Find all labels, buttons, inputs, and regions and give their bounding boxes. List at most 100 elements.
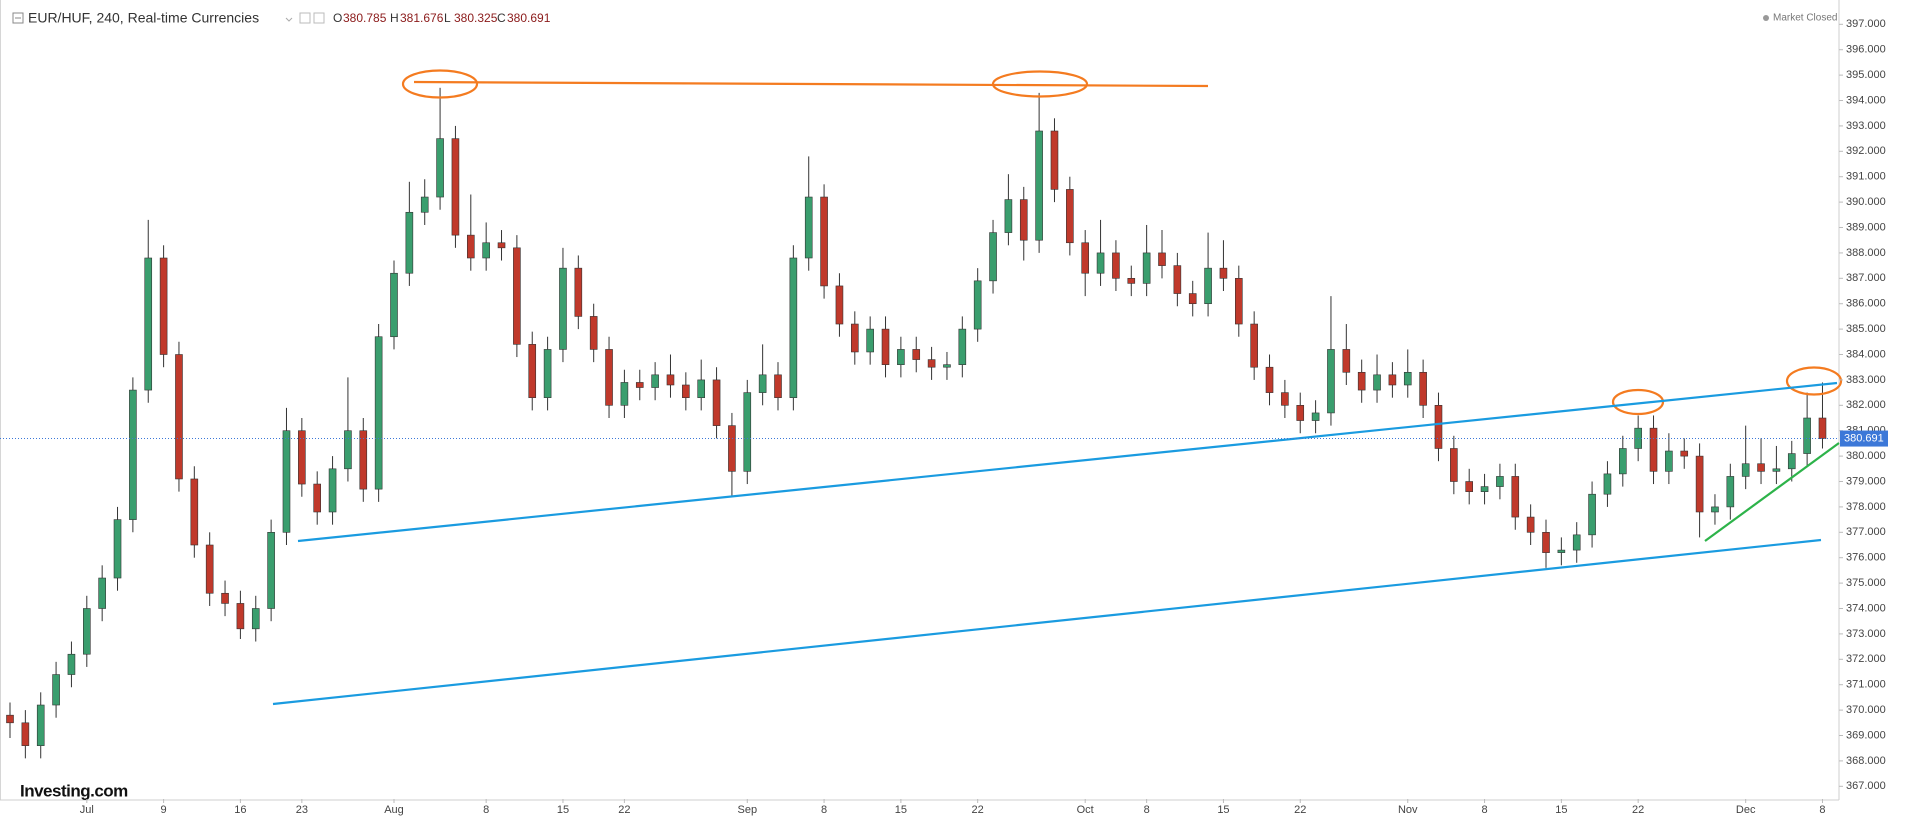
y-tick-label: 392.000: [1846, 145, 1886, 157]
y-tick-label: 395.000: [1846, 69, 1886, 81]
candle-body: [574, 267, 583, 317]
candle-body: [589, 316, 598, 350]
candle-body: [1434, 405, 1443, 449]
x-tick-label: 8: [1144, 804, 1150, 816]
candle-body: [52, 674, 60, 706]
market-status: Market Closed: [1773, 13, 1837, 24]
candle-body: [866, 328, 874, 353]
toolbar-icon[interactable]: [313, 12, 325, 24]
candle-body: [528, 344, 537, 398]
candle-body: [1465, 481, 1473, 492]
candle-body: [1572, 534, 1581, 551]
candle-body: [513, 247, 521, 345]
candle-body: [1127, 278, 1136, 284]
price-label-box: [1840, 430, 1888, 447]
x-tick-label: Aug: [384, 804, 404, 816]
candle-body: [1588, 493, 1596, 536]
candle-body: [1803, 417, 1811, 454]
candle-body: [1096, 252, 1105, 274]
candle-body: [1142, 252, 1151, 284]
candle-body: [420, 196, 429, 213]
x-tick-label: Jul: [80, 804, 94, 816]
y-tick-label: 378.000: [1846, 501, 1886, 513]
candle-body: [758, 374, 767, 393]
highlight-ellipse: [401, 69, 479, 99]
candle-body: [682, 384, 690, 398]
candle-body: [835, 285, 844, 325]
price-label: 380.691: [1844, 432, 1884, 444]
y-tick-label: 391.000: [1846, 171, 1886, 183]
y-tick-label: 387.000: [1846, 272, 1886, 284]
highlight-ellipse: [1785, 366, 1843, 396]
ohlc-value: 380.325: [454, 11, 498, 25]
candle-body: [1665, 450, 1673, 472]
candle-body: [221, 592, 229, 604]
candle-body: [236, 603, 245, 630]
candle-body: [328, 468, 337, 513]
x-tick-label: Oct: [1077, 804, 1094, 816]
candle-body: [1450, 448, 1458, 482]
collapse-icon[interactable]: [12, 12, 24, 24]
candle-body: [267, 532, 275, 609]
x-tick-label: Sep: [737, 804, 757, 816]
y-tick-label: 388.000: [1846, 247, 1886, 259]
candle-body: [359, 430, 368, 490]
candle-body: [1235, 278, 1243, 325]
candle-body: [482, 242, 490, 259]
x-tick-label: 22: [618, 804, 630, 816]
candle-body: [129, 389, 137, 520]
x-tick-label: 22: [972, 804, 984, 816]
ohlc-value: 381.676: [400, 11, 444, 25]
candle-body: [251, 608, 260, 630]
x-tick-label: 15: [1555, 804, 1567, 816]
candle-body: [1265, 366, 1274, 393]
candle-body: [1173, 265, 1182, 294]
candle-body: [298, 430, 306, 485]
drawings: [272, 69, 1843, 706]
highlight-ellipse: [991, 70, 1089, 98]
candle-body: [282, 430, 291, 533]
candles: [6, 87, 1827, 759]
x-tick-label: Nov: [1398, 804, 1418, 816]
candle-body: [1066, 189, 1074, 244]
candle-body: [1649, 427, 1658, 472]
y-tick-label: 384.000: [1846, 348, 1886, 360]
candle-body: [144, 257, 153, 391]
candle-body: [1726, 476, 1735, 508]
candle-body: [497, 242, 506, 249]
candle-body: [635, 382, 644, 388]
candle-body: [697, 379, 706, 398]
y-tick-label: 382.000: [1846, 399, 1886, 411]
candle-body: [789, 257, 798, 398]
candle-body: [1787, 453, 1796, 470]
candle-body: [1603, 473, 1612, 495]
y-tick-label: 375.000: [1846, 577, 1886, 589]
candle-body: [1281, 392, 1289, 406]
candle-body: [743, 392, 752, 472]
candle-body: [1112, 252, 1120, 279]
y-tick-label: 368.000: [1846, 755, 1886, 767]
y-tick-label: 374.000: [1846, 602, 1886, 614]
candle-body: [1188, 293, 1197, 305]
y-tick-label: 370.000: [1846, 704, 1886, 716]
toolbar-icon[interactable]: [299, 12, 311, 24]
candle-body: [850, 323, 859, 353]
candle-body: [1711, 506, 1719, 513]
x-tick-label: 23: [296, 804, 308, 816]
candle-body: [927, 359, 936, 368]
x-tick-label: Dec: [1736, 804, 1756, 816]
candle-body: [1311, 412, 1320, 421]
x-tick-label: 9: [161, 804, 167, 816]
candle-body: [1296, 405, 1305, 421]
dropdown-icon[interactable]: [285, 17, 293, 22]
candle-body: [1035, 130, 1043, 241]
brand-logo: Investing.com: [20, 781, 128, 800]
candle-body: [881, 328, 890, 365]
y-tick-label: 377.000: [1846, 526, 1886, 538]
candle-body: [1557, 549, 1566, 553]
candle-body: [374, 336, 383, 490]
candle-body: [620, 382, 629, 406]
y-tick-label: 396.000: [1846, 44, 1886, 56]
candle-body: [1480, 486, 1489, 492]
